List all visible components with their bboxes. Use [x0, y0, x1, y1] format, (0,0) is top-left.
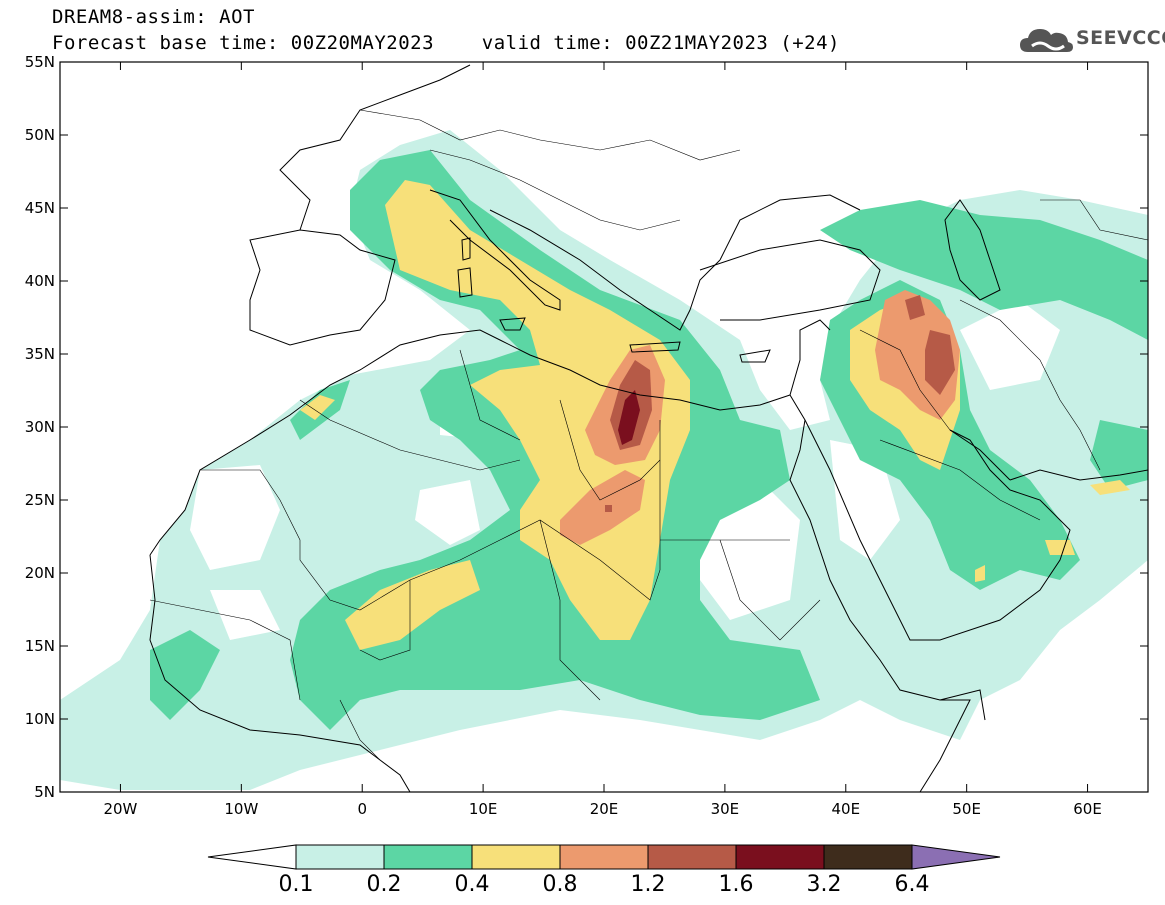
colorbar-swatch [911, 844, 1001, 870]
lon-label: 50E [952, 800, 981, 818]
lon-label: 0 [357, 800, 367, 818]
longitude-labels: 20W 10W 0 10E 20E 30E 40E 50E 60E [103, 800, 1101, 818]
lat-label: 40N [25, 272, 55, 290]
lat-label: 50N [25, 126, 55, 144]
lat-label: 15N [25, 637, 55, 655]
colorbar-label: 1.2 [631, 872, 666, 897]
lat-label: 20N [25, 564, 55, 582]
colorbar-swatch [207, 844, 297, 870]
colorbar: 0.1 0.2 0.4 0.8 1.2 1.6 3.2 6.4 [207, 844, 1001, 897]
colorbar-swatch [559, 844, 649, 870]
aot-level-1.6 [618, 390, 640, 445]
lon-label: 40E [831, 800, 860, 818]
colorbar-label: 1.6 [719, 872, 754, 897]
logo-text: SEEVCCC [1076, 27, 1165, 49]
colorbar-label: 0.8 [543, 872, 578, 897]
colorbar-label: 0.4 [455, 872, 490, 897]
colorbar-label: 0.2 [367, 872, 402, 897]
lat-label: 35N [25, 345, 55, 363]
country-borders [149, 109, 1148, 761]
lon-label: 20E [590, 800, 619, 818]
colorbar-swatch [823, 844, 913, 870]
aot-field [60, 62, 1148, 792]
lat-label: 55N [25, 53, 55, 71]
lon-label: 60E [1073, 800, 1102, 818]
lon-label: 10E [469, 800, 498, 818]
colorbar-swatch [295, 844, 385, 870]
lon-label: 30E [711, 800, 740, 818]
colorbar-swatch [647, 844, 737, 870]
colorbar-swatch [735, 844, 825, 870]
lat-label: 25N [25, 491, 55, 509]
map-title-line1: DREAM8-assim: AOT [52, 6, 255, 28]
colorbar-label: 0.1 [279, 872, 314, 897]
colorbar-swatch [383, 844, 473, 870]
lat-label: 45N [25, 199, 55, 217]
lat-label: 30N [25, 418, 55, 436]
lat-label: 5N [34, 783, 55, 801]
lon-label: 20W [103, 800, 137, 818]
coastlines [149, 64, 1148, 792]
colorbar-label: 3.2 [807, 872, 842, 897]
lat-label: 10N [25, 710, 55, 728]
seevccc-logo: SEEVCCC [1018, 22, 1165, 58]
colorbar-label: 6.4 [895, 872, 930, 897]
lon-label: 10W [224, 800, 258, 818]
colorbar-swatch [471, 844, 561, 870]
cloud-icon [1020, 29, 1073, 52]
map-title-line2: Forecast base time: 00Z20MAY2023 valid t… [52, 32, 840, 54]
latitude-labels: 5N 10N 15N 20N 25N 30N 35N 40N 45N 50N 55N [25, 53, 55, 801]
axis-ticks [60, 61, 1148, 793]
